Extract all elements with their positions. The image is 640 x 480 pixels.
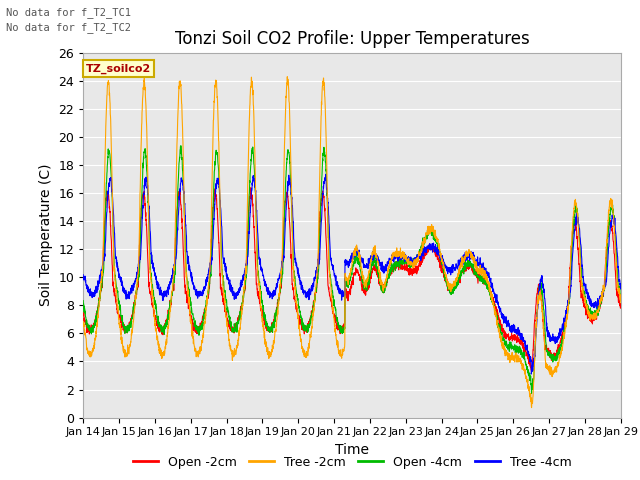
X-axis label: Time: Time [335,443,369,457]
Text: TZ_soilco2: TZ_soilco2 [86,64,151,74]
Legend: Open -2cm, Tree -2cm, Open -4cm, Tree -4cm: Open -2cm, Tree -2cm, Open -4cm, Tree -4… [127,451,577,474]
Text: No data for f_T2_TC2: No data for f_T2_TC2 [6,22,131,33]
Title: Tonzi Soil CO2 Profile: Upper Temperatures: Tonzi Soil CO2 Profile: Upper Temperatur… [175,30,529,48]
Y-axis label: Soil Temperature (C): Soil Temperature (C) [39,164,52,306]
Text: No data for f_T2_TC1: No data for f_T2_TC1 [6,7,131,18]
